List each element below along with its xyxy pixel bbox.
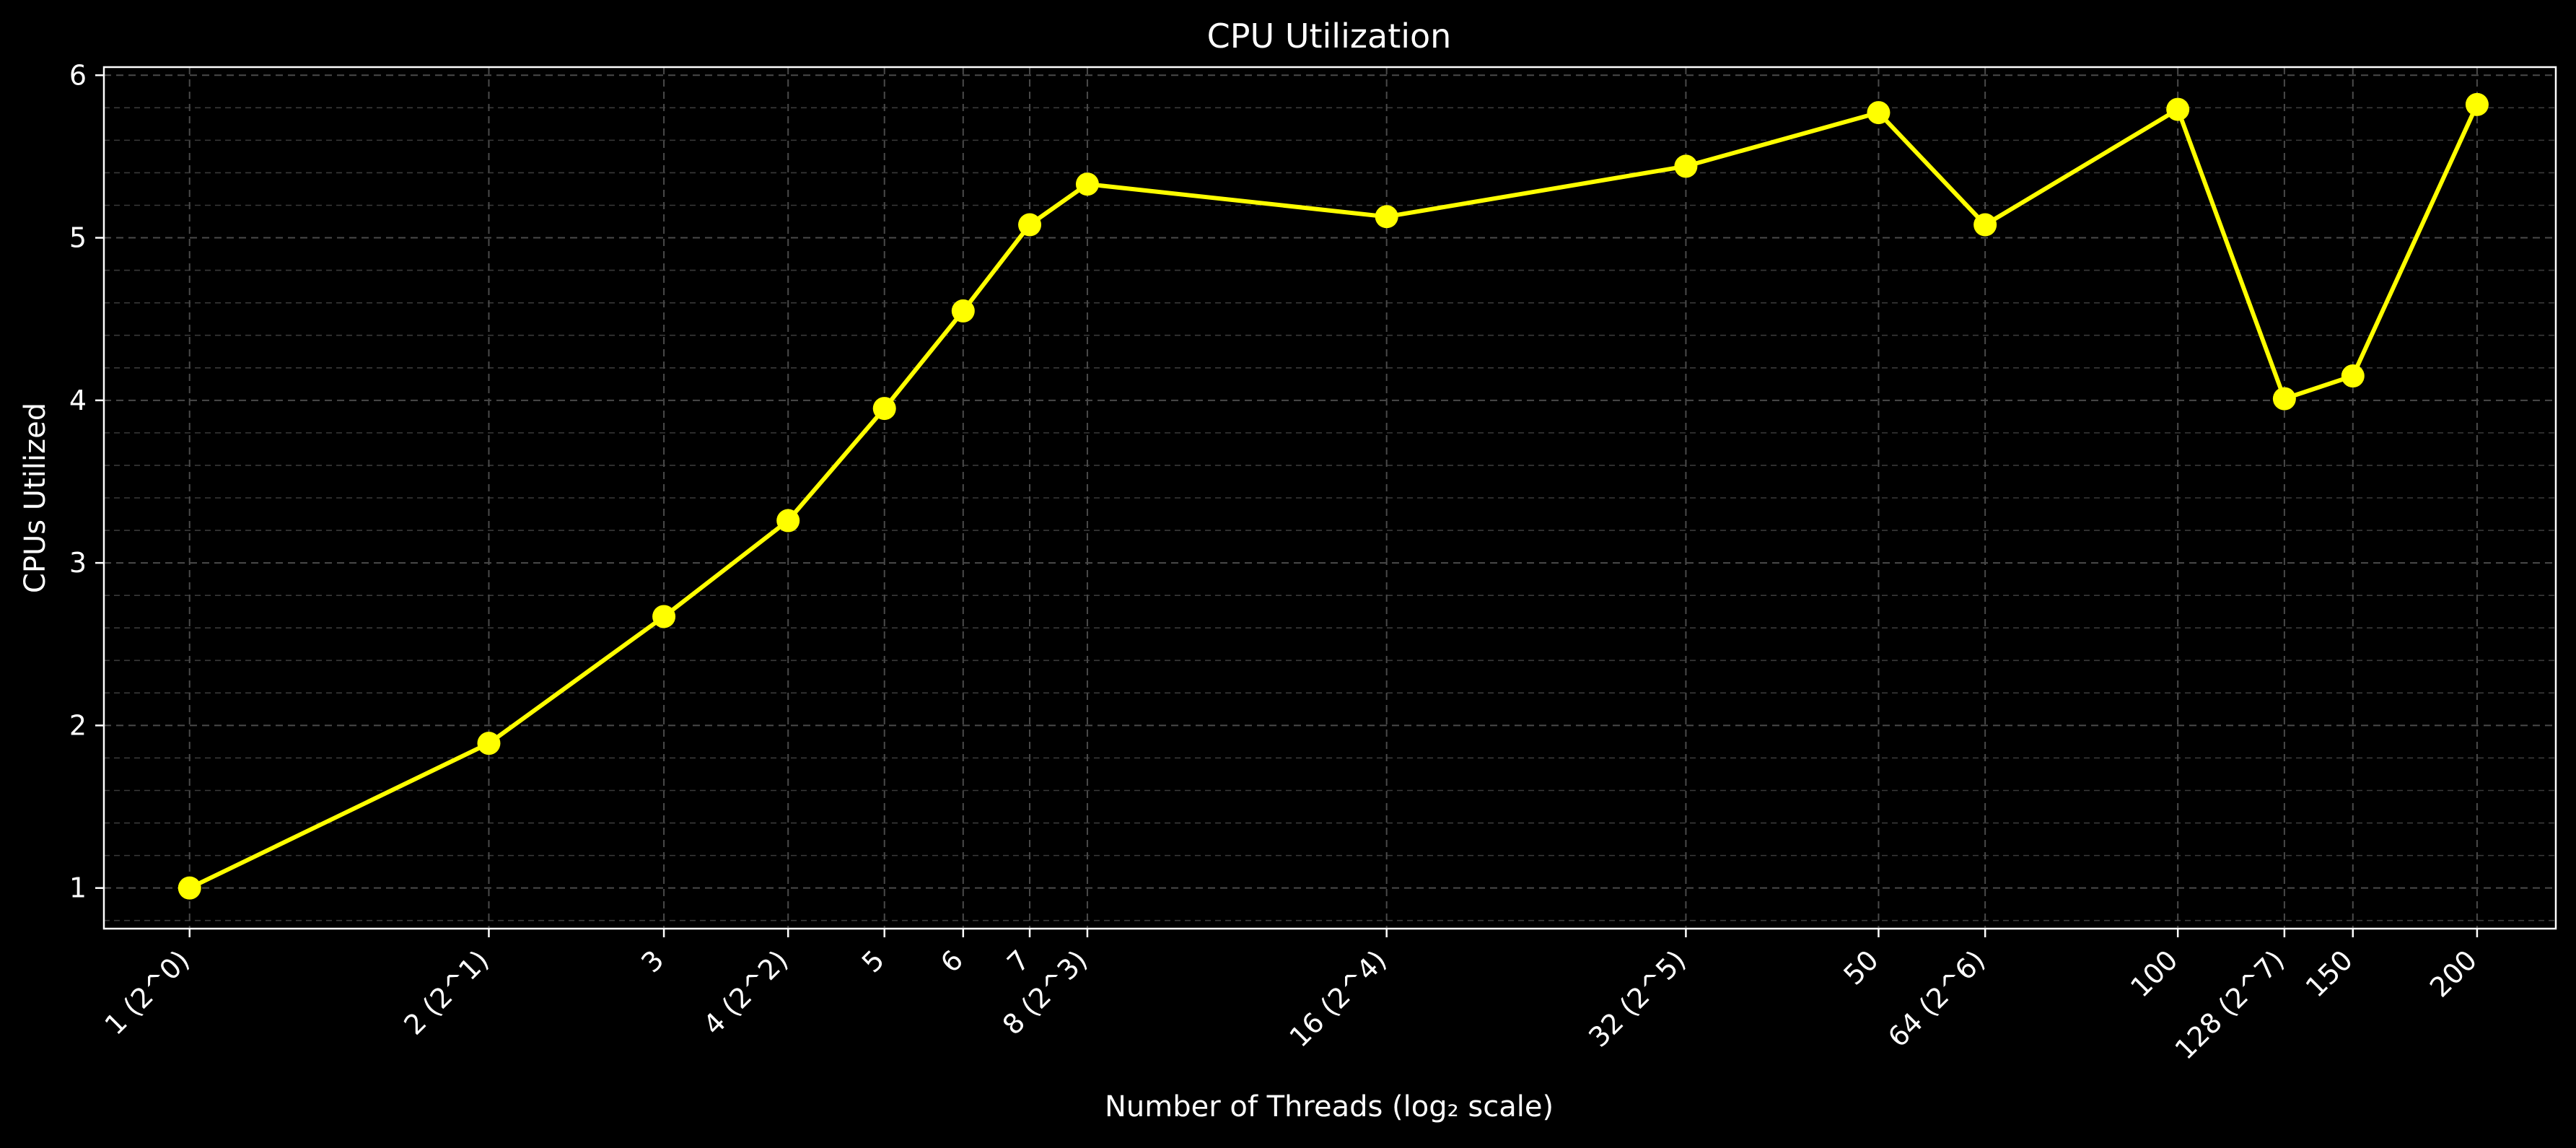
y-tick-label: 6 <box>69 59 87 91</box>
data-point <box>1674 154 1698 178</box>
data-point <box>2341 364 2365 388</box>
y-tick-label: 2 <box>69 709 87 741</box>
data-point <box>1973 213 1997 237</box>
y-tick-label: 4 <box>69 385 87 416</box>
series-line <box>188 103 2479 890</box>
data-point <box>951 299 975 323</box>
data-point <box>2166 97 2190 121</box>
data-point <box>2465 92 2489 116</box>
x-axis-label: Number of Threads (log₂ scale) <box>1105 1090 1554 1123</box>
y-tick-label: 3 <box>69 547 87 579</box>
data-point <box>652 605 676 628</box>
data-point <box>776 509 800 533</box>
plot-frame <box>102 66 2557 930</box>
series-layer <box>178 92 2489 900</box>
y-tick-label: 5 <box>69 222 87 254</box>
data-point <box>1867 101 1891 125</box>
data-point <box>872 397 896 421</box>
chart-title: CPU Utilization <box>1207 17 1452 56</box>
data-point <box>1018 213 1042 237</box>
y-axis-label: CPUs Utilized <box>19 403 52 593</box>
data-point <box>1075 172 1099 196</box>
y-tick-label: 1 <box>69 872 87 904</box>
data-point <box>1375 205 1398 229</box>
data-point <box>178 876 201 900</box>
data-point <box>477 732 501 755</box>
data-point <box>2272 387 2296 411</box>
